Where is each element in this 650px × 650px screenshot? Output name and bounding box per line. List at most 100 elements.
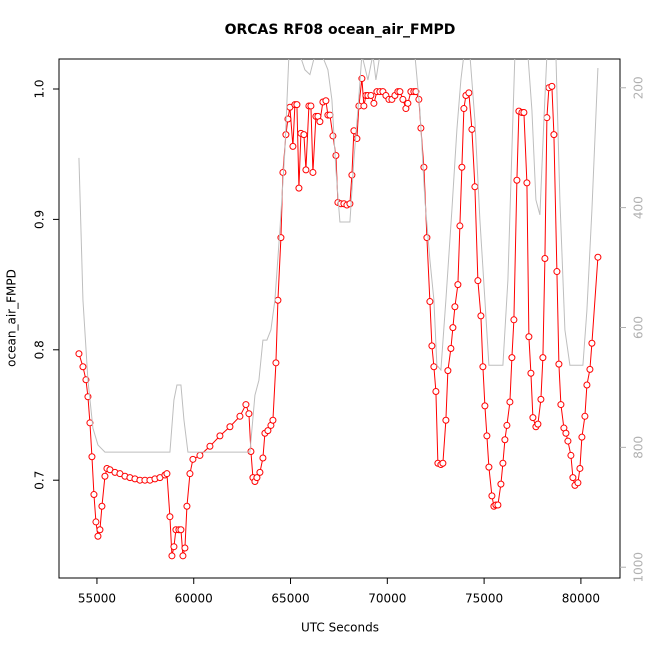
- data-point: [420, 163, 428, 171]
- data-point: [569, 474, 577, 482]
- data-point: [444, 367, 452, 375]
- data-point: [471, 183, 479, 191]
- data-point: [170, 543, 178, 551]
- data-point: [399, 95, 407, 103]
- data-point: [454, 281, 462, 289]
- data-point: [367, 92, 375, 100]
- x-tick-label: 65000: [271, 592, 309, 606]
- data-point: [428, 342, 436, 350]
- data-point: [206, 442, 214, 450]
- data-point: [326, 111, 334, 119]
- y-tick-label: 1.0: [33, 79, 47, 98]
- data-point: [583, 381, 591, 389]
- data-point: [350, 127, 358, 135]
- data-point: [432, 388, 440, 396]
- y2-tick-label: 200: [632, 76, 646, 99]
- data-point: [426, 298, 434, 306]
- data-point: [307, 102, 315, 110]
- data-point: [289, 142, 297, 150]
- series-line: [78, 78, 599, 556]
- y2-tick-label: 400: [632, 196, 646, 219]
- data-point: [513, 176, 521, 184]
- data-point: [520, 108, 528, 116]
- data-point: [497, 480, 505, 488]
- data-point: [242, 401, 250, 409]
- data-point: [529, 414, 537, 422]
- data-point: [79, 363, 87, 371]
- y2-tick-label: 600: [632, 316, 646, 339]
- x-tick-label: 55000: [78, 592, 116, 606]
- data-point: [494, 501, 502, 509]
- data-point: [404, 99, 412, 107]
- data-point: [447, 344, 455, 352]
- data-point: [226, 423, 234, 431]
- x-tick-label: 80000: [562, 592, 600, 606]
- chart-title: ORCAS RF08 ocean_air_FMPD: [225, 22, 456, 38]
- data-point: [578, 433, 586, 441]
- data-point: [564, 437, 572, 445]
- data-point: [96, 526, 104, 534]
- data-point: [302, 166, 310, 174]
- data-point: [309, 168, 317, 176]
- y-axis-label: ocean_air_FMPD: [5, 269, 19, 367]
- data-point: [548, 82, 556, 90]
- y-tick-label: 0.7: [33, 471, 47, 490]
- data-point: [537, 395, 545, 403]
- data-point: [523, 179, 531, 187]
- data-point: [186, 470, 194, 478]
- data-point: [163, 470, 171, 478]
- x-tick-label: 70000: [368, 592, 406, 606]
- data-point: [348, 171, 356, 179]
- data-point: [465, 89, 473, 97]
- data-point: [166, 513, 174, 521]
- data-point: [483, 432, 491, 440]
- data-point: [274, 296, 282, 304]
- data-point: [181, 544, 189, 552]
- data-point: [451, 303, 459, 311]
- data-point: [430, 363, 438, 371]
- data-point: [353, 135, 361, 143]
- data-point: [550, 131, 558, 139]
- data-point: [253, 474, 261, 482]
- data-point: [501, 436, 509, 444]
- data-point: [177, 526, 185, 534]
- plot-area: [75, 59, 602, 560]
- data-point: [322, 97, 330, 105]
- data-point: [94, 532, 102, 540]
- data-point: [179, 552, 187, 560]
- data-point: [92, 518, 100, 526]
- data-point: [456, 222, 464, 230]
- x-axis-label: UTC Seconds: [301, 621, 379, 635]
- data-point: [555, 360, 563, 368]
- data-point: [75, 350, 83, 358]
- data-point: [269, 416, 277, 424]
- data-point: [488, 492, 496, 500]
- data-point: [168, 552, 176, 560]
- data-point: [539, 354, 547, 362]
- data-point: [477, 312, 485, 320]
- data-point: [588, 339, 596, 347]
- data-point: [293, 101, 301, 109]
- data-point: [196, 451, 204, 459]
- data-point: [468, 125, 476, 133]
- data-point: [449, 324, 457, 332]
- y-tick-label: 0.9: [33, 210, 47, 229]
- data-point: [259, 454, 267, 462]
- data-point: [481, 402, 489, 410]
- data-point: [346, 200, 354, 208]
- data-point: [256, 468, 264, 476]
- data-point: [412, 88, 420, 96]
- data-point: [247, 448, 255, 456]
- data-point: [543, 114, 551, 122]
- y2-tick-label: 1000: [632, 552, 646, 583]
- x-tick-label: 60000: [175, 592, 213, 606]
- data-point: [245, 410, 253, 418]
- data-point: [527, 369, 535, 377]
- data-point: [574, 479, 582, 487]
- data-point: [189, 455, 197, 463]
- data-point: [360, 102, 368, 110]
- data-point: [442, 416, 450, 424]
- data-point: [332, 151, 340, 159]
- data-point: [479, 363, 487, 371]
- data-point: [98, 502, 106, 510]
